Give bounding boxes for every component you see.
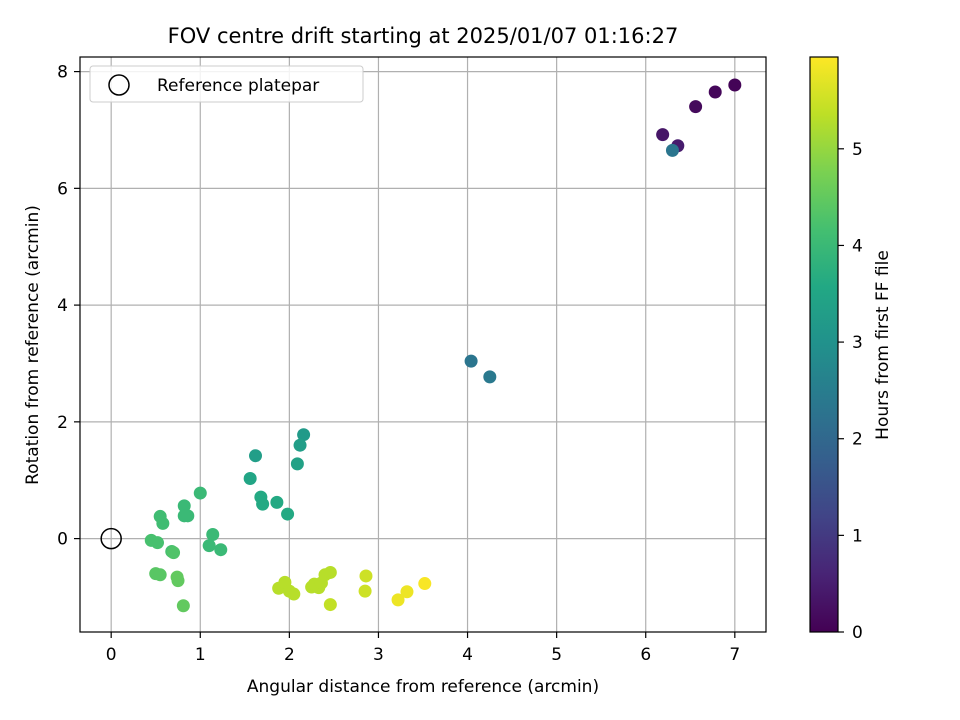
data-point: [358, 584, 372, 598]
data-point: [464, 354, 478, 368]
x-tick-label: 5: [551, 645, 562, 665]
colorbar-tick-label: 2: [852, 430, 863, 450]
data-point: [297, 428, 311, 442]
data-point: [287, 587, 301, 601]
colorbar-gradient: [809, 56, 839, 633]
data-point: [400, 585, 414, 599]
colorbar-label: Hours from first FF file: [873, 250, 893, 440]
data-point: [214, 543, 228, 557]
legend-label: Reference platepar: [157, 76, 319, 96]
data-point: [153, 568, 167, 582]
y-tick-label: 6: [57, 179, 68, 199]
data-point: [177, 499, 191, 513]
plot-frame: [79, 56, 767, 633]
data-point: [689, 100, 703, 114]
legend-box: [89, 65, 364, 103]
data-point: [151, 536, 165, 550]
colorbar-tick-label: 1: [852, 526, 863, 546]
y-tick-label: 0: [57, 530, 68, 550]
y-tick-label: 2: [57, 413, 68, 433]
data-point: [171, 574, 185, 588]
x-axis-label: Angular distance from reference (arcmin): [247, 677, 599, 697]
x-tick-label: 0: [106, 645, 117, 665]
data-point: [176, 599, 190, 613]
data-point: [665, 143, 679, 157]
data-point: [359, 569, 373, 583]
data-point: [193, 486, 207, 500]
data-point: [243, 471, 257, 485]
x-tick-label: 3: [373, 645, 384, 665]
x-axis-ticks: 0 1 2 3 4 5 6 7: [106, 632, 740, 665]
data-point: [281, 507, 295, 521]
colorbar-ticks: 0 1 2 3 4 5: [838, 140, 863, 643]
legend: Reference platepar: [89, 65, 364, 103]
data-point: [270, 495, 284, 509]
colorbar-tick-label: 0: [852, 623, 863, 643]
y-tick-label: 4: [57, 296, 68, 316]
y-axis-ticks: 0 2 4 6 8: [57, 63, 80, 550]
data-point: [483, 370, 497, 384]
data-point: [323, 565, 337, 579]
grid-lines: [80, 57, 766, 632]
data-point: [249, 449, 263, 463]
data-point: [708, 85, 722, 99]
colorbar: 0 1 2 3 4 5 Hours from first FF file: [809, 56, 893, 643]
data-point: [728, 78, 742, 92]
y-axis-label: Rotation from reference (arcmin): [23, 205, 43, 485]
data-point: [293, 438, 307, 452]
x-tick-label: 1: [195, 645, 206, 665]
x-tick-label: 2: [284, 645, 295, 665]
colorbar-tick-label: 3: [852, 333, 863, 353]
reference-platepar-marker: [100, 527, 122, 550]
data-point: [256, 497, 270, 511]
data-point: [156, 516, 170, 530]
data-point: [206, 528, 220, 542]
x-tick-label: 4: [462, 645, 473, 665]
data-point: [167, 546, 181, 560]
data-point: [391, 593, 405, 607]
legend-marker-open-circle: [108, 74, 130, 96]
colorbar-tick-label: 4: [852, 236, 863, 256]
chart-title: FOV centre drift starting at 2025/01/07 …: [168, 24, 679, 48]
y-tick-label: 8: [57, 63, 68, 83]
data-point: [202, 539, 216, 553]
data-point: [323, 598, 337, 612]
data-point: [290, 457, 304, 471]
colorbar-tick-label: 5: [852, 140, 863, 160]
data-point: [418, 577, 432, 591]
data-points: [100, 78, 742, 613]
x-tick-label: 6: [640, 645, 651, 665]
data-point: [177, 509, 191, 523]
data-point: [656, 128, 670, 142]
x-tick-label: 7: [729, 645, 740, 665]
